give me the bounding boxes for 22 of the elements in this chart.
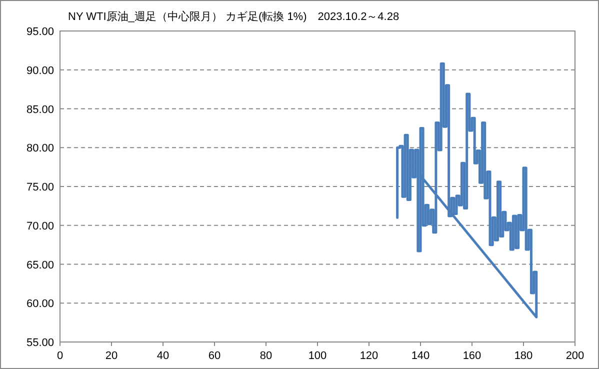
y-tick-label: 70.00 (26, 220, 54, 232)
x-tick-label: 200 (566, 350, 584, 362)
y-tick-label: 60.00 (26, 298, 54, 310)
x-tick-label: 0 (56, 350, 64, 362)
x-tick-label: 140 (411, 350, 430, 362)
y-tick-label: 65.00 (26, 259, 54, 272)
x-tick-label: 40 (156, 350, 170, 362)
y-tick-label: 75.00 (26, 182, 54, 194)
y-tick-label: 55.00 (26, 337, 54, 349)
x-tick-label: 20 (105, 350, 118, 362)
x-tick-label: 60 (208, 350, 221, 362)
y-tick-label: 80.00 (26, 142, 54, 155)
x-tick-label: 160 (462, 350, 482, 362)
y-tick-label: 85.00 (26, 104, 54, 116)
x-tick-label: 100 (308, 350, 327, 362)
y-tick-label: 95.00 (26, 26, 54, 38)
y-tick-label: 90.00 (26, 64, 54, 77)
line-series (396, 62, 538, 318)
chart-title: NY WTI原油_週足（中心限月） カギ足(転換 1%) 2023.10.2～4.28 (68, 10, 400, 23)
x-tick-label: 120 (360, 350, 378, 362)
x-tick-label: 180 (514, 350, 533, 362)
x-tick-label: 80 (260, 350, 272, 362)
